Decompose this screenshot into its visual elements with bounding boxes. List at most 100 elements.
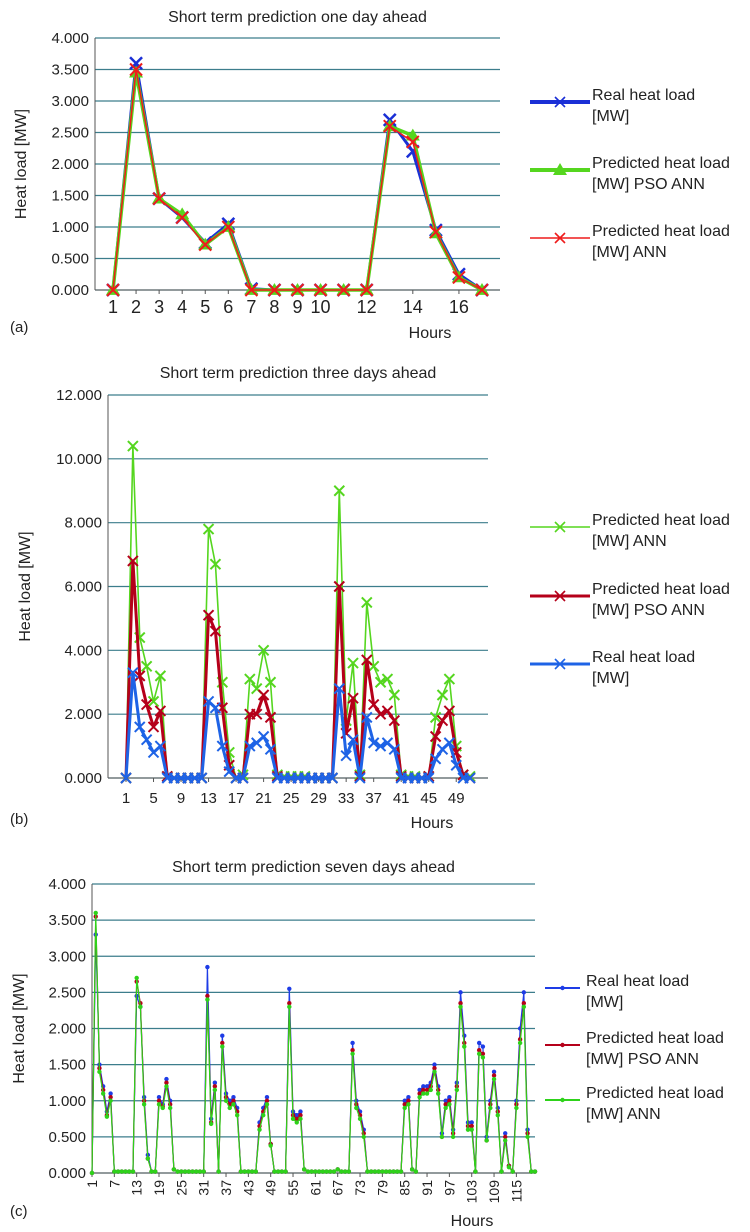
data-point — [503, 1134, 508, 1140]
data-point — [421, 1091, 426, 1096]
data-point — [129, 56, 143, 71]
data-point — [208, 1121, 214, 1127]
x-tick-label: 43 — [240, 1180, 256, 1196]
panel-label: (b) — [10, 811, 28, 828]
y-axis-label: Heat load [MW] — [17, 531, 34, 641]
data-point — [480, 1055, 486, 1060]
data-point — [333, 580, 345, 593]
data-point — [220, 1040, 225, 1046]
x-tick-label: 91 — [419, 1180, 435, 1196]
data-point — [421, 1087, 426, 1093]
data-point — [257, 730, 270, 743]
data-point — [347, 657, 359, 669]
data-point — [156, 1094, 162, 1100]
x-tick-label: 115 — [508, 1180, 524, 1203]
data-point — [443, 673, 456, 685]
data-point — [429, 753, 442, 765]
legend-label-line: Predicted heat load — [586, 1085, 724, 1102]
data-point — [294, 1116, 299, 1122]
data-point — [391, 1169, 396, 1174]
legend: Real heat load [MW] Predicted heat load [MW… — [530, 87, 730, 261]
data-point — [443, 1098, 448, 1103]
data-point — [510, 1169, 515, 1174]
y-tick-label: 2.000 — [48, 1021, 86, 1038]
data-point — [469, 1123, 474, 1129]
data-point — [464, 772, 476, 784]
data-point — [272, 1169, 277, 1174]
legend: Real heat load [MW] Predicted heat load [MW… — [545, 973, 724, 1123]
data-point — [89, 1170, 95, 1176]
data-point — [209, 702, 222, 714]
data-point — [154, 705, 167, 717]
data-point — [499, 1169, 504, 1174]
x-tick-label: 14 — [403, 297, 423, 317]
data-point — [361, 711, 373, 724]
data-point — [480, 1044, 486, 1049]
data-point — [287, 1001, 292, 1006]
data-point — [326, 772, 339, 784]
x-tick-label: 12 — [357, 297, 377, 317]
x-tick-label: 49 — [448, 790, 465, 807]
data-point — [340, 749, 352, 762]
x-tick-label: 37 — [218, 1180, 234, 1196]
series-line — [124, 671, 470, 780]
data-point — [261, 1113, 266, 1118]
y-tick-label: 12.000 — [56, 387, 102, 404]
data-point — [475, 283, 489, 297]
data-point — [147, 695, 160, 708]
data-point — [458, 990, 463, 995]
x-tick-label: 79 — [374, 1180, 390, 1196]
legend-label-line: [MW] ANN — [592, 533, 667, 550]
data-point — [374, 740, 387, 752]
data-point — [209, 558, 222, 570]
legend-marker — [554, 658, 566, 670]
x-tick-label: 17 — [228, 790, 245, 807]
data-point — [220, 1044, 225, 1049]
data-point — [387, 1169, 393, 1174]
data-point — [313, 1169, 318, 1174]
data-point — [417, 1091, 422, 1096]
data-point — [93, 910, 98, 916]
y-tick-label: 2.500 — [48, 984, 86, 1001]
data-point — [365, 1169, 370, 1174]
data-point — [443, 1105, 448, 1111]
series-1 — [120, 440, 476, 784]
data-point — [495, 1113, 500, 1118]
x-tick-label: 1 — [84, 1180, 100, 1188]
data-point — [231, 1102, 236, 1107]
data-point — [212, 1087, 218, 1093]
data-point — [257, 689, 270, 701]
data-point — [279, 1169, 285, 1174]
data-point — [209, 625, 222, 637]
data-point — [212, 1084, 218, 1089]
data-point — [147, 721, 160, 733]
data-point — [406, 1098, 411, 1103]
x-axis-label: Hours — [451, 1213, 494, 1230]
data-point — [275, 1169, 281, 1174]
data-point — [134, 975, 139, 981]
y-tick-label: 0.000 — [64, 770, 102, 787]
data-point — [138, 1004, 143, 1010]
data-point — [249, 1169, 255, 1174]
data-point — [361, 1134, 366, 1140]
y-tick-label: 3.500 — [51, 62, 89, 79]
data-point — [154, 740, 167, 752]
chart-b: Short term prediction three days ahead 0.… — [10, 365, 730, 832]
data-point — [251, 708, 263, 720]
chart-title: Short term prediction seven days ahead — [172, 859, 455, 876]
data-point — [506, 1165, 512, 1170]
series-3 — [120, 666, 476, 784]
legend-marker — [554, 96, 566, 108]
legend-label-line: [MW] PSO ANN — [592, 176, 705, 193]
data-point — [264, 676, 277, 688]
data-point — [428, 1087, 433, 1093]
x-tick-label: 25 — [283, 790, 300, 807]
y-tick-label: 1.000 — [48, 1093, 86, 1110]
data-point — [264, 743, 277, 755]
legend-label-line: [MW] PSO ANN — [586, 1051, 699, 1068]
data-point — [350, 1051, 355, 1056]
data-point — [164, 1084, 169, 1089]
data-point — [339, 1169, 344, 1174]
data-point — [264, 711, 277, 724]
